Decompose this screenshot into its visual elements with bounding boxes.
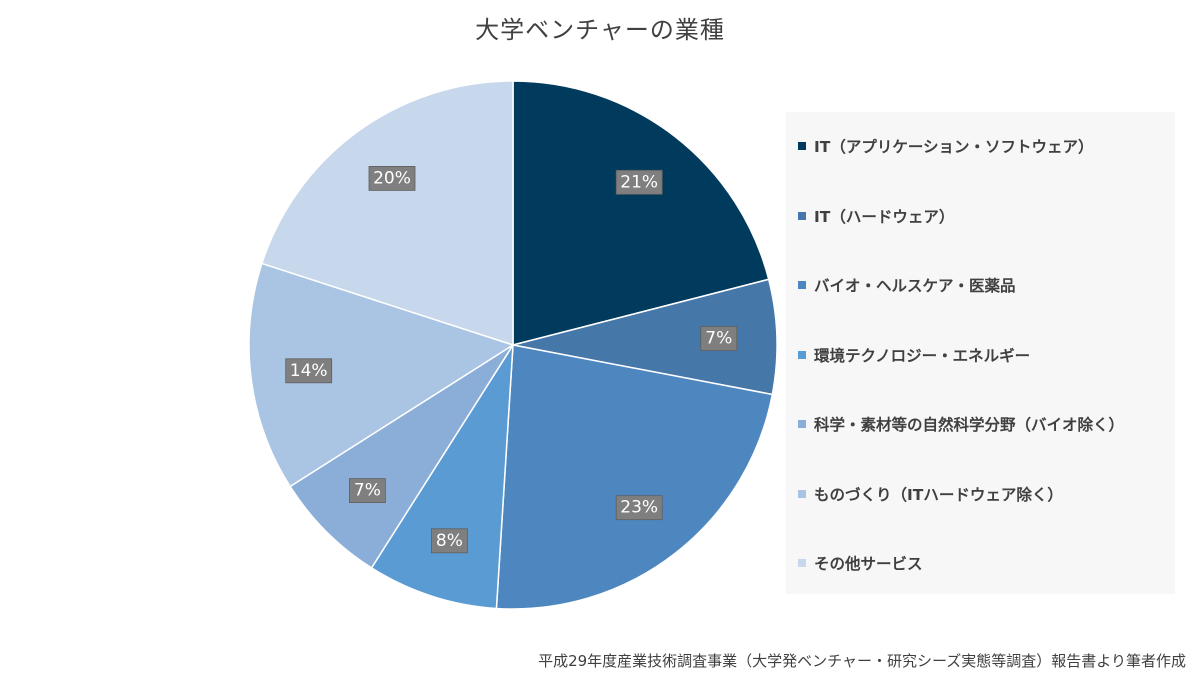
slice-label-text-3: 23%: [620, 498, 658, 518]
slice-label-3: 23%: [615, 495, 663, 521]
legend-swatch-5: [798, 420, 806, 428]
slice-label-2: 7%: [700, 326, 738, 351]
legend-label-5: 科学・素材等の自然科学分野（バイオ除く）: [814, 416, 1125, 434]
legend-swatch-4: [798, 350, 806, 359]
slice-label-4: 8%: [430, 528, 468, 554]
slice-label-box-2: [700, 326, 738, 351]
slice-label-box-6: [285, 358, 333, 384]
legend-label-7: その他サービス: [814, 555, 923, 573]
legend-item-4: 環境テクノロジー・エネルギー: [798, 343, 1030, 367]
slice-label-text-2: 7%: [705, 329, 732, 349]
pie-slice-2: [512, 278, 778, 396]
slice-label-box-7: [368, 165, 416, 191]
legend-item-7: その他サービス: [798, 551, 923, 575]
chart-title: 大学ベンチャーの業種: [475, 16, 725, 44]
legend-item-1: IT（アプリケーション・ソフトウェア）: [798, 134, 1094, 158]
slice-label-6: 14%: [285, 358, 333, 384]
legend-label-2: IT（ハードウェア）: [814, 207, 955, 226]
legend-label-6: ものづくり（ITハードウェア除く）: [814, 485, 1063, 504]
legend-item-6: ものづくり（ITハードウェア除く）: [798, 482, 1063, 506]
pie-slice-6: [248, 262, 515, 488]
legend-item-5: 科学・素材等の自然科学分野（バイオ除く）: [798, 412, 1124, 436]
legend-swatch-1: [798, 142, 806, 150]
slice-label-text-4: 8%: [436, 531, 463, 551]
slice-label-text-6: 14%: [290, 361, 328, 381]
slice-label-text-7: 20%: [373, 168, 411, 188]
slice-label-text-5: 7%: [354, 481, 381, 501]
slice-label-1: 21%: [615, 169, 663, 195]
slice-label-7: 20%: [368, 165, 416, 191]
slice-label-5: 7%: [348, 478, 386, 504]
legend-label-4: 環境テクノロジー・エネルギー: [814, 346, 1031, 365]
legend-label-1: IT（アプリケーション・ソフトウェア）: [814, 138, 1094, 156]
legend: IT（アプリケーション・ソフトウェア） IT（ハードウェア） バイオ・ヘルスケア・医…: [786, 112, 1175, 594]
legend-swatch-6: [798, 489, 806, 498]
legend-swatch-2: [798, 211, 806, 220]
source-note: 平成29年度産業技術調査事業（大学発ベンチャー・研究シーズ実態等調査）報告書より…: [538, 652, 1186, 670]
slice-label-box-5: [348, 478, 386, 504]
legend-item-3: バイオ・ヘルスケア・医薬品: [798, 273, 1016, 297]
slice-label-box-3: [615, 495, 663, 521]
pie-slice-7: [260, 80, 514, 347]
pie-slice-1: [512, 80, 770, 346]
legend-swatch-3: [798, 281, 806, 289]
legend-item-2: IT（ハードウェア）: [798, 204, 954, 228]
pie-slice-4: [370, 344, 514, 610]
legend-label-3: バイオ・ヘルスケア・医薬品: [814, 277, 1016, 295]
slice-label-box-1: [615, 169, 663, 195]
pie-slice-3: [495, 344, 774, 610]
legend-swatch-7: [798, 559, 806, 567]
slice-label-box-4: [430, 528, 468, 554]
pie-slice-5: [289, 344, 514, 569]
slice-label-text-1: 21%: [620, 172, 658, 192]
